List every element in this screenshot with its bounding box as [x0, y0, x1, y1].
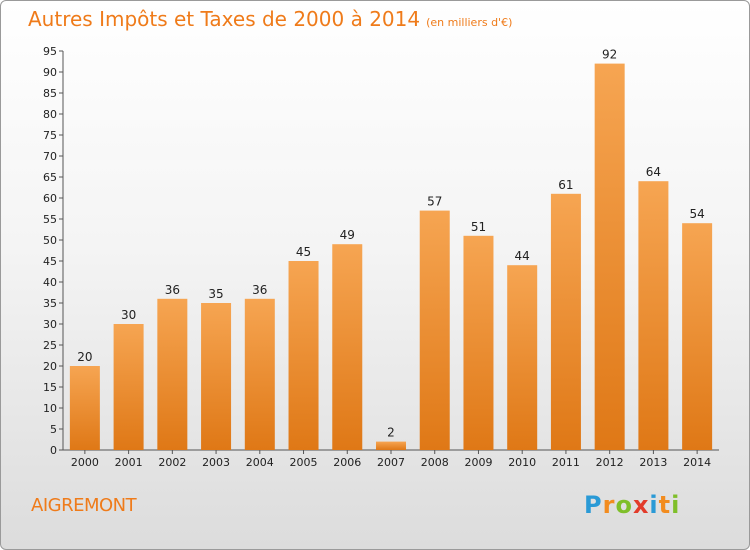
x-tick-label: 2006	[333, 456, 361, 469]
x-tick-label: 2005	[290, 456, 318, 469]
y-tick-label: 80	[43, 108, 57, 121]
x-tick-label: 2013	[639, 456, 667, 469]
y-tick-label: 75	[43, 129, 57, 142]
bar[interactable]	[288, 261, 319, 450]
bar[interactable]	[69, 366, 100, 450]
logo-letter: r	[602, 491, 616, 519]
bar[interactable]	[682, 223, 713, 450]
bar[interactable]	[638, 181, 669, 450]
y-tick-label: 35	[43, 297, 57, 310]
logo-letter: i	[649, 491, 659, 519]
x-tick-label: 2014	[683, 456, 711, 469]
y-tick-label: 90	[43, 66, 57, 79]
chart-bars	[69, 63, 713, 451]
y-tick-label: 45	[43, 255, 57, 268]
chart-data-labels: 20 30 36 35 36 45 49 2 57 51 44 61 92 64 54	[77, 48, 705, 440]
x-tick-label: 2012	[596, 456, 624, 469]
y-tick-label: 50	[43, 234, 57, 247]
logo-letter: t	[658, 491, 672, 519]
bar[interactable]	[201, 303, 232, 450]
bar[interactable]	[550, 193, 581, 451]
bar-value-label: 51	[471, 220, 486, 234]
bar[interactable]	[507, 265, 538, 450]
x-tick-label: 2010	[508, 456, 536, 469]
y-tick-label: 85	[43, 87, 57, 100]
x-tick-label: 2011	[552, 456, 580, 469]
bar[interactable]	[594, 63, 625, 450]
bar[interactable]	[157, 298, 188, 450]
bar-value-label: 54	[689, 207, 704, 221]
y-tick-label: 55	[43, 213, 57, 226]
y-tick-label: 10	[43, 402, 57, 415]
proxiti-logo[interactable]: Proxiti	[584, 491, 680, 519]
bar-value-label: 49	[340, 228, 355, 242]
town-name: AIGREMONT	[31, 495, 137, 516]
bar-value-label: 92	[602, 48, 617, 62]
logo-letter: i	[671, 491, 681, 519]
bar-value-label: 61	[558, 178, 573, 192]
bar-value-label: 64	[646, 165, 661, 179]
chart-title: Autres Impôts et Taxes de 2000 à 2014 (en…	[28, 7, 512, 31]
bar-value-label: 30	[121, 308, 136, 322]
bar-value-label: 35	[208, 287, 223, 301]
y-tick-label: 15	[43, 381, 57, 394]
y-tick-label: 30	[43, 318, 57, 331]
bar[interactable]	[376, 441, 406, 450]
bar[interactable]	[463, 235, 494, 450]
bar-value-label: 57	[427, 195, 442, 209]
bar-value-label: 36	[165, 283, 180, 297]
x-tick-label: 2003	[202, 456, 230, 469]
bar-value-label: 44	[515, 249, 530, 263]
logo-letter: o	[615, 491, 633, 519]
y-tick-label: 40	[43, 276, 57, 289]
bar-value-label: 20	[77, 350, 92, 364]
y-tick-label: 70	[43, 150, 57, 163]
logo-letter: x	[632, 491, 650, 519]
bar-value-label: 2	[387, 426, 395, 440]
bar[interactable]	[113, 324, 144, 450]
chart-title-text: Autres Impôts et Taxes de 2000 à 2014	[28, 7, 421, 31]
bar-value-label: 36	[252, 283, 267, 297]
bar[interactable]	[419, 210, 450, 450]
x-tick-label: 2004	[246, 456, 274, 469]
x-tick-label: 2001	[115, 456, 143, 469]
x-tick-label: 2008	[421, 456, 449, 469]
x-tick-label: 2000	[71, 456, 99, 469]
y-tick-label: 65	[43, 171, 57, 184]
logo-letter: P	[584, 491, 603, 519]
y-tick-label: 20	[43, 360, 57, 373]
y-tick-label: 0	[50, 444, 57, 457]
y-tick-label: 95	[43, 45, 57, 58]
bar-value-label: 45	[296, 245, 311, 259]
y-tick-label: 60	[43, 192, 57, 205]
chart-title-unit: (en milliers d'€)	[426, 16, 513, 29]
chart-axes: 0 5 10 15 20 25 30 35 40 45 50 55 60 65 70 75 80 85 90 95 20…	[43, 45, 719, 469]
x-tick-label: 2007	[377, 456, 405, 469]
x-tick-label: 2002	[158, 456, 186, 469]
y-tick-label: 5	[50, 423, 57, 436]
y-tick-label: 25	[43, 339, 57, 352]
bar[interactable]	[332, 244, 363, 450]
bar[interactable]	[244, 298, 275, 450]
x-tick-label: 2009	[464, 456, 492, 469]
